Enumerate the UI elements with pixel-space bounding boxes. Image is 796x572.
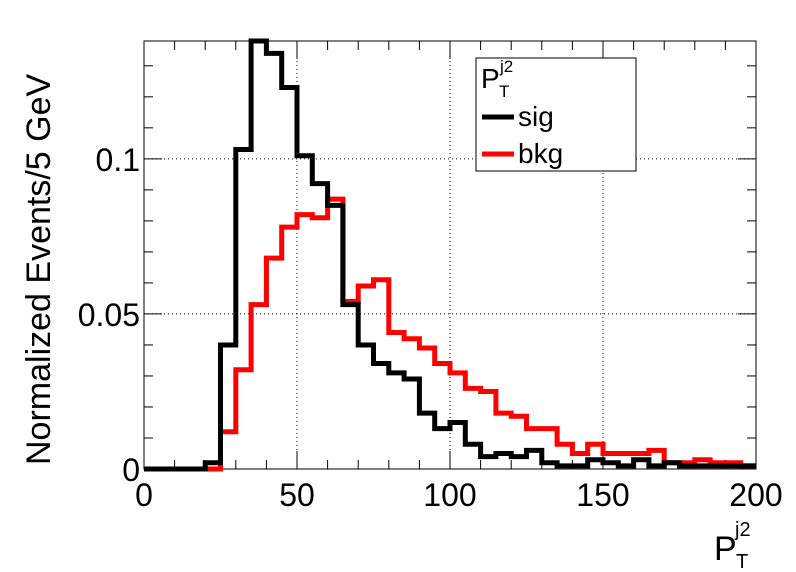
x-tick-label: 200 — [729, 477, 782, 513]
y-axis-title: Normalized Events/5 GeV — [20, 74, 58, 465]
x-axis-title-sub: T — [736, 551, 748, 572]
legend-label-bkg: bkg — [518, 138, 563, 169]
series-layer — [144, 38, 756, 472]
grid-lines — [144, 41, 756, 469]
legend-title-sup: j2 — [499, 57, 513, 76]
x-tick-label: 0 — [135, 477, 153, 513]
y-tick-label: 0.1 — [96, 142, 140, 178]
y-tick-label: 0 — [122, 452, 140, 488]
legend-label-sig: sig — [518, 101, 554, 132]
y-tick-label: 0.05 — [78, 297, 140, 333]
series-bkg — [144, 196, 756, 472]
legend-title-main: P — [481, 63, 500, 94]
x-tick-label: 50 — [279, 477, 315, 513]
tick-labels: 0 50 100 150 200 0 0.05 0.1 — [78, 142, 783, 513]
x-axis-title-main: P — [714, 530, 737, 568]
x-axis-title-sup: j2 — [734, 519, 751, 541]
legend-title-sub: T — [499, 82, 509, 101]
x-tick-label: 100 — [423, 477, 476, 513]
series-sig — [144, 38, 756, 472]
x-tick-label: 150 — [576, 477, 629, 513]
legend: P j2 T sig bkg — [475, 57, 637, 172]
